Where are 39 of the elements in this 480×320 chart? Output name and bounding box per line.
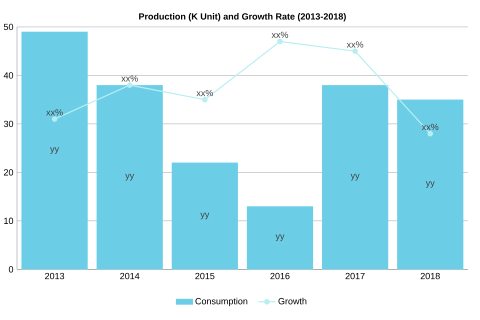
data-label: yy	[125, 174, 134, 180]
data-label: yy	[350, 174, 360, 180]
x-tick-label: 2014	[120, 272, 140, 280]
bar	[246, 206, 314, 270]
legend-label: Consumption	[195, 298, 248, 306]
y-tick-label: 0	[8, 266, 14, 272]
data-label: yy	[50, 147, 60, 154]
point	[352, 48, 358, 54]
x-tick-label: 2013	[45, 272, 64, 280]
y-tick-label: 50	[4, 24, 14, 30]
data-label: xx%	[272, 32, 288, 38]
bar	[322, 84, 388, 270]
x-tick-label: 2017	[346, 272, 365, 280]
data-label: yy	[426, 181, 435, 188]
chart-title: Production (K Unit) and Growth Rate (2013-2018)	[139, 12, 346, 22]
point	[277, 38, 283, 44]
point	[126, 82, 133, 88]
data-label: xx%	[196, 90, 213, 96]
y-tick-label: 10	[4, 217, 14, 224]
data-label: xx%	[46, 109, 63, 116]
x-tick-label: 2016	[270, 272, 290, 280]
data-label: xx%	[422, 124, 438, 130]
data-label: xx%	[121, 75, 138, 82]
y-tick-label: 30	[4, 120, 14, 127]
point	[52, 116, 58, 122]
data-label: xx%	[346, 41, 364, 48]
x-tick-label: 2015	[195, 272, 214, 280]
point	[427, 130, 434, 136]
point	[202, 96, 208, 102]
data-label: yy	[200, 212, 210, 220]
bar	[397, 99, 464, 270]
bar	[21, 32, 88, 270]
bar	[96, 84, 163, 270]
y-tick-label: 40	[4, 72, 14, 78]
legend-label: Growth	[278, 298, 306, 304]
x-tick-label: 2018	[420, 272, 440, 280]
bar	[172, 162, 238, 270]
data-label: yy	[276, 234, 284, 241]
y-tick-label: 20	[4, 169, 14, 176]
